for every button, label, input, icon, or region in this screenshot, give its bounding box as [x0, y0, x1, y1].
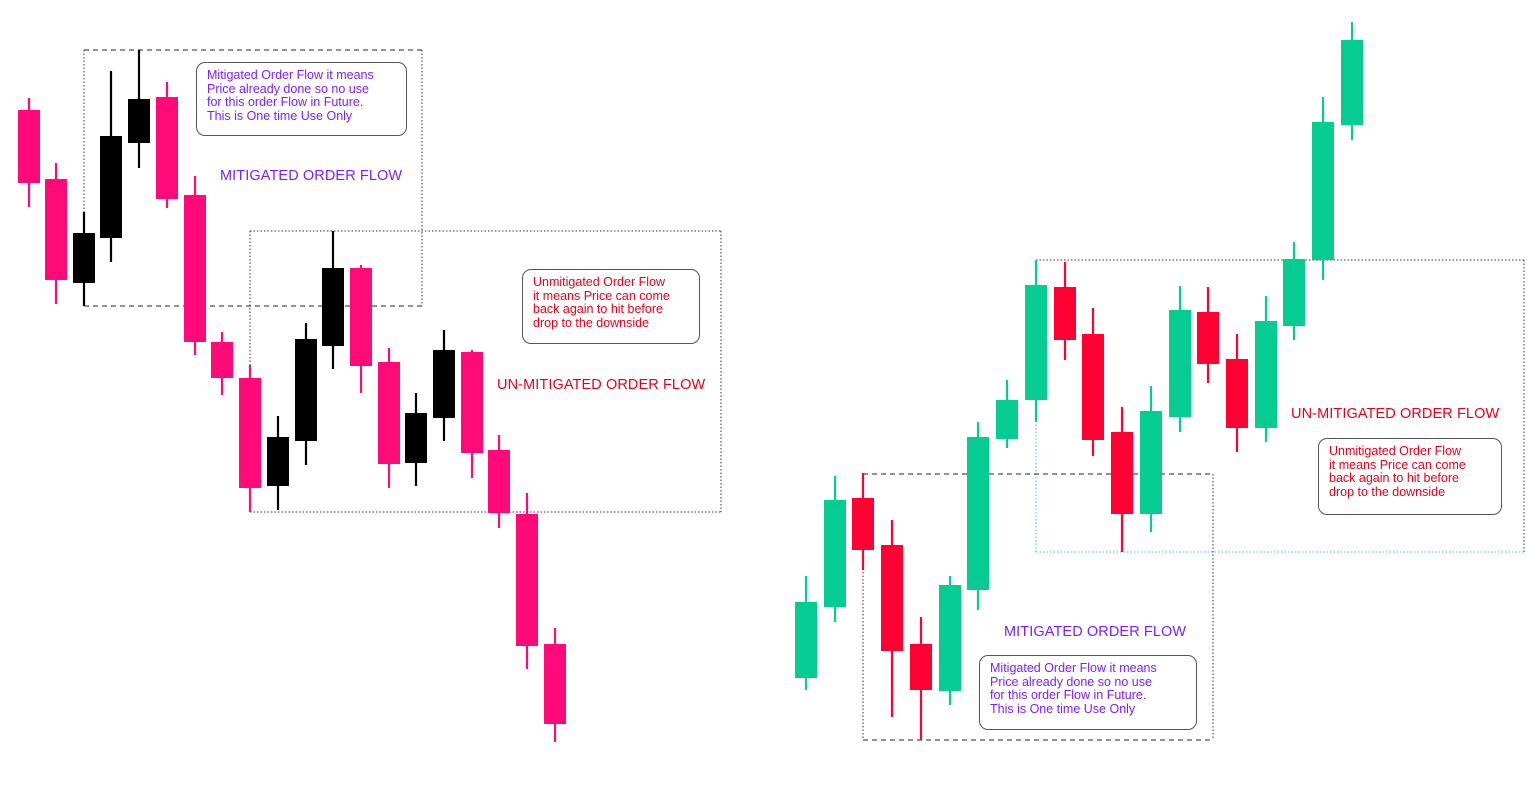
right-unmitigated-title: UN-MITIGATED ORDER FLOW — [1291, 406, 1500, 422]
right-mitigated-title: MITIGATED ORDER FLOW — [1004, 624, 1187, 640]
candle-body — [1226, 359, 1248, 428]
candle-body — [1341, 40, 1363, 125]
note-line: Unmitigated Order Flow — [1329, 444, 1461, 458]
note-line: This is One time Use Only — [207, 108, 353, 123]
candle-body — [1111, 432, 1133, 514]
note-line: Mitigated Order Flow it means — [990, 661, 1157, 675]
note-line: it means Price can come — [1329, 457, 1466, 472]
candle-body — [1283, 259, 1305, 326]
candle-body — [996, 400, 1018, 439]
left-mitigated-note: Mitigated Order Flow it means Price alre… — [196, 62, 407, 136]
candle-body — [824, 500, 846, 607]
candle-body — [433, 350, 455, 418]
candle-body — [128, 99, 150, 143]
candle-body — [239, 378, 261, 488]
candle-body — [100, 136, 122, 238]
candle-body — [45, 179, 67, 280]
candle-body — [18, 110, 40, 183]
candle-body — [73, 233, 95, 283]
note-line: This is One time Use Only — [990, 701, 1136, 716]
left-mitigated-title: MITIGATED ORDER FLOW — [220, 168, 403, 184]
note-line: Price already done so no use — [990, 674, 1152, 689]
candle-body — [852, 498, 874, 550]
candle-body — [910, 644, 932, 690]
candle-body — [1054, 287, 1076, 340]
candle-body — [881, 545, 903, 651]
note-line: back again to hit before — [533, 302, 663, 316]
candle-body — [461, 352, 483, 453]
note-line: Mitigated Order Flow it means — [207, 68, 374, 82]
candle-body — [1140, 411, 1162, 514]
candle-body — [211, 342, 233, 378]
candle-body — [795, 602, 817, 678]
candle-body — [184, 195, 206, 342]
note-line: drop to the downside — [533, 315, 650, 330]
candle-body — [488, 450, 510, 513]
right-mitigated-note: Mitigated Order Flow it means Price alre… — [979, 655, 1197, 730]
candle-body — [516, 514, 538, 646]
right-unmitigated-note: Unmitigated Order Flow it means Price ca… — [1318, 438, 1502, 515]
candle-body — [1255, 321, 1277, 428]
candle-body — [295, 339, 317, 441]
note-line: Price already done so no use — [207, 81, 369, 96]
candle-body — [1312, 122, 1334, 260]
candle-body — [267, 437, 289, 486]
candle-body — [1025, 285, 1047, 400]
note-line: drop to the downside — [1329, 484, 1446, 499]
note-line: for this order Flow in Future. — [990, 688, 1147, 702]
note-line: for this order Flow in Future. — [207, 95, 364, 109]
left-unmitigated-title: UN-MITIGATED ORDER FLOW — [497, 377, 706, 393]
candle-body — [1169, 310, 1191, 417]
candle-body — [405, 413, 427, 463]
note-line: back again to hit before — [1329, 471, 1459, 485]
candle-body — [544, 644, 566, 724]
candle-body — [967, 437, 989, 590]
candle-body — [939, 585, 961, 691]
candle-body — [322, 268, 344, 346]
candle-body — [156, 97, 178, 199]
note-line: Unmitigated Order Flow — [533, 275, 665, 289]
candle-body — [350, 268, 372, 366]
candle-body — [378, 362, 400, 464]
note-line: it means Price can come — [533, 288, 670, 303]
candle-body — [1197, 312, 1219, 364]
left-unmitigated-note: Unmitigated Order Flow it means Price ca… — [522, 269, 700, 344]
candle-body — [1082, 334, 1104, 440]
